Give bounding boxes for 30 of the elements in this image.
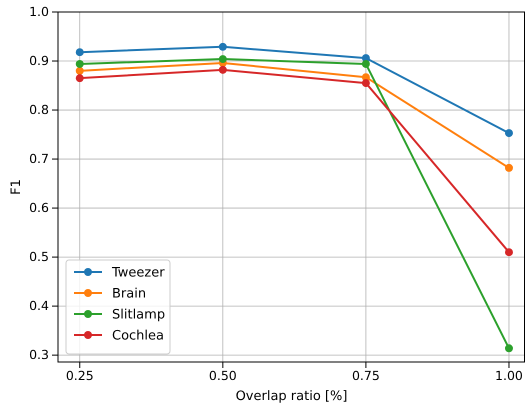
point bbox=[504, 164, 513, 172]
legend-label: Cochlea bbox=[112, 328, 164, 344]
y-tick-label: 0.5 bbox=[29, 249, 49, 264]
y-tick-label: 0.9 bbox=[29, 53, 50, 68]
point bbox=[218, 66, 227, 74]
point bbox=[218, 42, 227, 51]
x-axis-title: Overlap ratio [%] bbox=[236, 389, 348, 403]
x-tick-label: 0.50 bbox=[208, 368, 237, 383]
y-tick-label: 0.6 bbox=[29, 200, 50, 216]
point bbox=[76, 48, 84, 56]
legend-label: Slitlamp bbox=[112, 308, 166, 322]
legend-label: Tweezer bbox=[111, 266, 166, 280]
point bbox=[76, 74, 84, 82]
point bbox=[362, 79, 370, 88]
y-tick-label: 1.0 bbox=[29, 4, 50, 19]
y-tick-label: 0.3 bbox=[29, 347, 49, 362]
point bbox=[76, 60, 84, 68]
point bbox=[218, 55, 227, 64]
y-tick-label: 0.4 bbox=[29, 298, 50, 314]
x-tick-label: 0.75 bbox=[352, 368, 380, 383]
x-tick-label: 0.25 bbox=[66, 368, 94, 383]
x-tick-label: 1.00 bbox=[495, 368, 523, 383]
point bbox=[504, 248, 513, 256]
y-tick-label: 0.7 bbox=[29, 151, 49, 166]
y-tick-label: 0.8 bbox=[29, 102, 50, 118]
point bbox=[504, 129, 513, 138]
y-axis-title: F1 bbox=[9, 179, 24, 195]
point bbox=[362, 60, 370, 68]
point bbox=[504, 344, 513, 352]
legend-label: Brain bbox=[112, 286, 146, 302]
